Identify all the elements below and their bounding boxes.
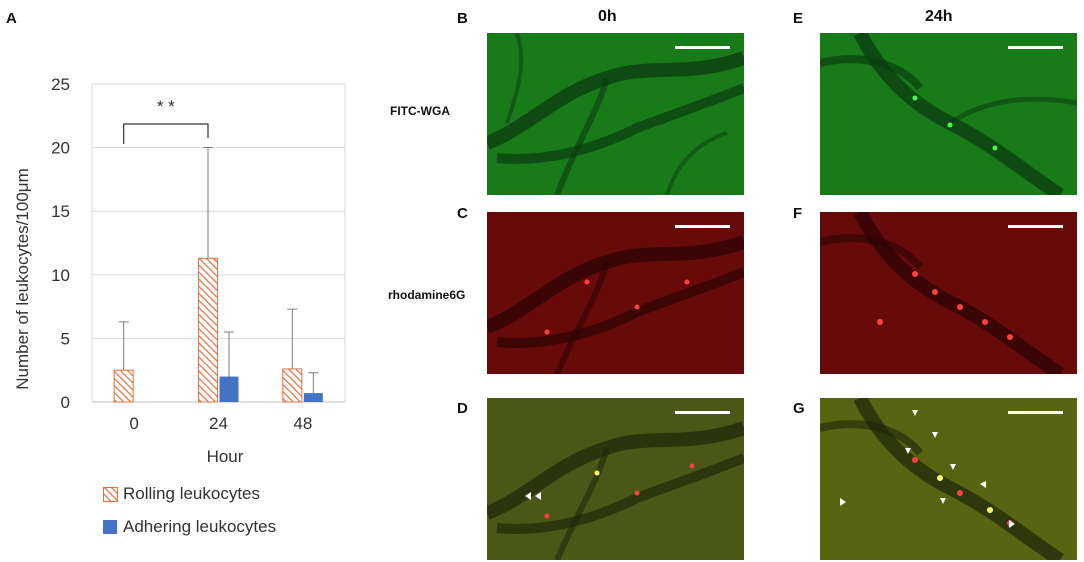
- y-tick-label: 15: [51, 202, 70, 221]
- micrograph-b-fitc-0h: [487, 33, 744, 195]
- scale-bar: [1008, 46, 1063, 49]
- scale-bar: [1008, 411, 1063, 414]
- y-tick-label: 0: [61, 393, 70, 412]
- legend-item-rolling: Rolling leukocytes: [103, 484, 260, 504]
- row-label-fitc-wga: FITC-WGA: [390, 104, 450, 118]
- column-label-24h: 24h: [925, 8, 953, 25]
- x-axis-label: Hour: [207, 447, 244, 466]
- panel-label-d: D: [457, 400, 468, 417]
- bar-rolling: [198, 257, 218, 403]
- bars: [113, 147, 323, 403]
- micrograph-e-fitc-24h: [820, 33, 1077, 195]
- scale-bar: [675, 46, 730, 49]
- significance-bracket-line: [123, 123, 209, 144]
- panel-label-c: C: [457, 205, 468, 222]
- x-tick-label: 48: [293, 414, 312, 433]
- column-label-0h: 0h: [598, 8, 617, 25]
- arrowhead-icon: [525, 492, 531, 500]
- legend-item-adhering: Adhering leukocytes: [103, 517, 276, 537]
- micrograph-c-rhodamine-0h: [487, 212, 744, 374]
- row-label-rhodamine6g: rhodamine6G: [388, 288, 466, 302]
- tick-labels: 0 5 10 15 20 25 0 24 48: [51, 75, 312, 433]
- x-tick-label: 24: [209, 414, 228, 433]
- y-tick-label: 25: [51, 75, 70, 94]
- bar-rolling: [282, 368, 303, 403]
- y-tick-label: 20: [51, 139, 70, 158]
- legend-swatch-hatched: [103, 486, 118, 502]
- legend-swatch-solid: [103, 520, 117, 534]
- leukocyte-bar-chart: 0 5 10 15 20 25 0 24 48 * * Number of leukocytes…: [13, 75, 346, 466]
- significance-bracket: * *: [123, 97, 209, 144]
- gridlines: [91, 83, 346, 403]
- micrograph-f-rhodamine-24h: [820, 212, 1077, 374]
- x-tick-label: 0: [129, 414, 138, 433]
- panel-label-g: G: [793, 400, 805, 417]
- arrowhead-icon: [1009, 520, 1015, 528]
- micrograph-d-merge-0h: [487, 398, 744, 560]
- bar-adhering: [219, 376, 239, 402]
- micrograph-g-merge-24h: [820, 398, 1077, 560]
- arrowhead-icon: [980, 481, 986, 488]
- y-tick-label: 5: [61, 329, 70, 348]
- panel-label-e: E: [793, 10, 804, 27]
- panel-label-a: A: [6, 10, 17, 27]
- bar-rolling: [113, 369, 134, 403]
- arrowhead-icon: [905, 448, 911, 454]
- scale-bar: [675, 225, 730, 228]
- arrowhead-icon: [932, 432, 938, 438]
- arrowhead-icon: [535, 492, 541, 500]
- y-axis-label: Number of leukocytes/100μm: [13, 168, 32, 389]
- panel-label-f: F: [793, 205, 803, 222]
- panel-label-b: B: [457, 10, 468, 27]
- arrowhead-icon: [912, 410, 918, 416]
- y-tick-label: 10: [51, 266, 70, 285]
- scale-bar: [1008, 225, 1063, 228]
- scale-bar: [675, 411, 730, 414]
- bar-adhering: [303, 393, 323, 402]
- arrowhead-icon: [840, 498, 846, 506]
- legend-label-adhering: Adhering leukocytes: [123, 517, 277, 536]
- arrowhead-icon: [940, 498, 946, 504]
- arrowhead-icon: [950, 464, 956, 470]
- legend-label-rolling: Rolling leukocytes: [123, 484, 261, 503]
- significance-label: * *: [157, 97, 175, 116]
